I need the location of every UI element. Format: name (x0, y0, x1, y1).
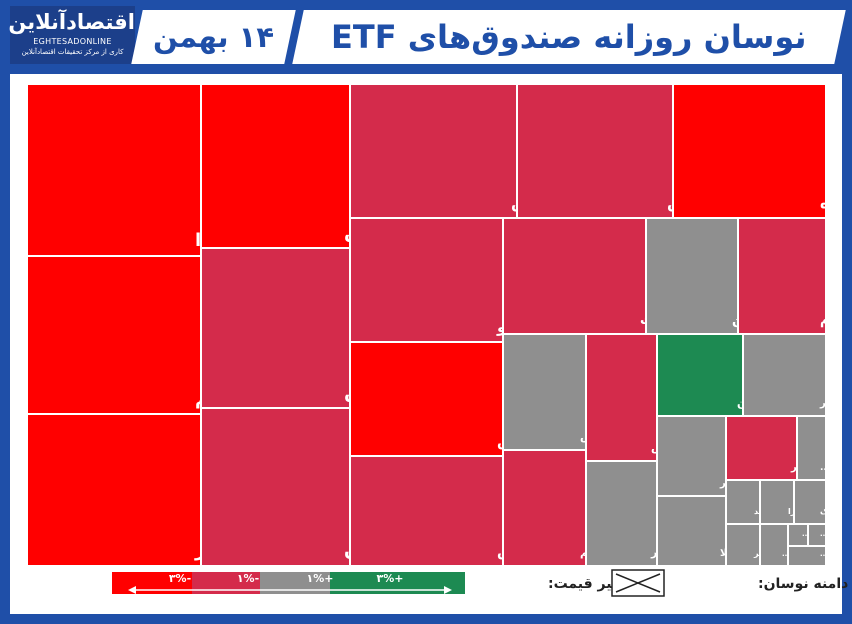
treemap-tile-11 (645, 217, 739, 335)
legend-arrow-right-icon (444, 586, 452, 594)
treemap-tile-3 (200, 83, 351, 249)
treemap-tile-5 (200, 407, 351, 567)
treemap-tile-10 (502, 217, 647, 335)
treemap-tile-25 (725, 479, 761, 525)
legend-swatch-green (330, 572, 465, 594)
treemap-chart: آوادارا یکممدیرپالایشارزشکاردانآساسکاریس… (26, 83, 842, 567)
legend-tick-minus1: -۱% (237, 572, 259, 585)
treemap-tile-9 (349, 217, 504, 343)
logo-en-text: EGHTESADONLINE (33, 37, 112, 46)
treemap-tile-14 (349, 455, 504, 567)
legend-arrow-left-icon (128, 586, 136, 594)
treemap-tile-24 (796, 415, 827, 481)
treemap-tile-23 (725, 415, 798, 481)
logo-main-text: اقتصادآنلاین (8, 10, 135, 34)
treemap-label-8: فیروزه (820, 194, 842, 212)
treemap-tile-26 (759, 479, 795, 525)
treemap-label-31: ا... (820, 530, 830, 538)
treemap-tile-27 (793, 479, 827, 525)
header: اقتصادآنلاین EGHTESADONLINE کاری از مرکز… (0, 0, 852, 74)
title-text: نوسان روزانه صندوق‌های ETF (331, 18, 807, 56)
treemap-tile-8 (672, 83, 827, 219)
treemap-label-27: داریک (820, 507, 842, 516)
treemap-label-12: آسام (820, 311, 842, 328)
treemap-tile-22 (656, 495, 727, 567)
treemap-tile-17 (585, 333, 658, 462)
page-title: نوسان روزانه صندوق‌های ETF (292, 10, 846, 64)
treemap-tile-0 (26, 83, 202, 257)
treemap-tile-21 (656, 415, 727, 497)
date-badge: ۱۴ بهمن (131, 10, 296, 64)
legend-tick-plus3: +۳% (377, 572, 404, 585)
treemap-label-20: گوهر (819, 396, 842, 409)
treemap-tile-13 (349, 341, 504, 457)
treemap-tile-29 (759, 523, 789, 567)
treemap-tile-15 (502, 333, 587, 451)
legend: -۳% -۱% +۱% +۳% تغییر قیمت: دامنه نوسان: (10, 566, 848, 602)
treemap-tile-16 (502, 449, 587, 567)
legend-range-cross-b (615, 573, 661, 593)
treemap-tile-18 (585, 460, 658, 567)
treemap-tile-4 (200, 247, 351, 409)
legend-tick-plus1: +۱% (307, 572, 334, 585)
legend-swatch-red (192, 572, 260, 594)
treemap-tile-2 (26, 413, 202, 567)
legend-price-change-label: تغییر قیمت: (548, 576, 631, 592)
treemap-tile-28 (725, 523, 761, 567)
treemap-tile-6 (349, 83, 518, 219)
logo-sub-text: کاری از مرکز تحقیقات اقتصادآنلاین (21, 48, 124, 56)
treemap-label-24: فیر... (820, 463, 842, 473)
treemap-tile-19 (656, 333, 744, 417)
date-text: ۱۴ بهمن (152, 20, 275, 54)
treemap-panel: آوادارا یکممدیرپالایشارزشکاردانآساسکاریس… (10, 74, 842, 614)
legend-tick-minus3: -۳% (169, 572, 191, 585)
logo: اقتصادآنلاین EGHTESADONLINE کاری از مرکز… (8, 6, 135, 64)
legend-range-label: دامنه نوسان: (758, 576, 848, 592)
legend-swatch-neutral (260, 572, 330, 594)
treemap-tile-1 (26, 255, 202, 415)
treemap-tile-20 (742, 333, 827, 417)
treemap-tile-7 (516, 83, 674, 219)
treemap-label-32: ... (820, 550, 828, 558)
treemap-tile-12 (737, 217, 827, 335)
